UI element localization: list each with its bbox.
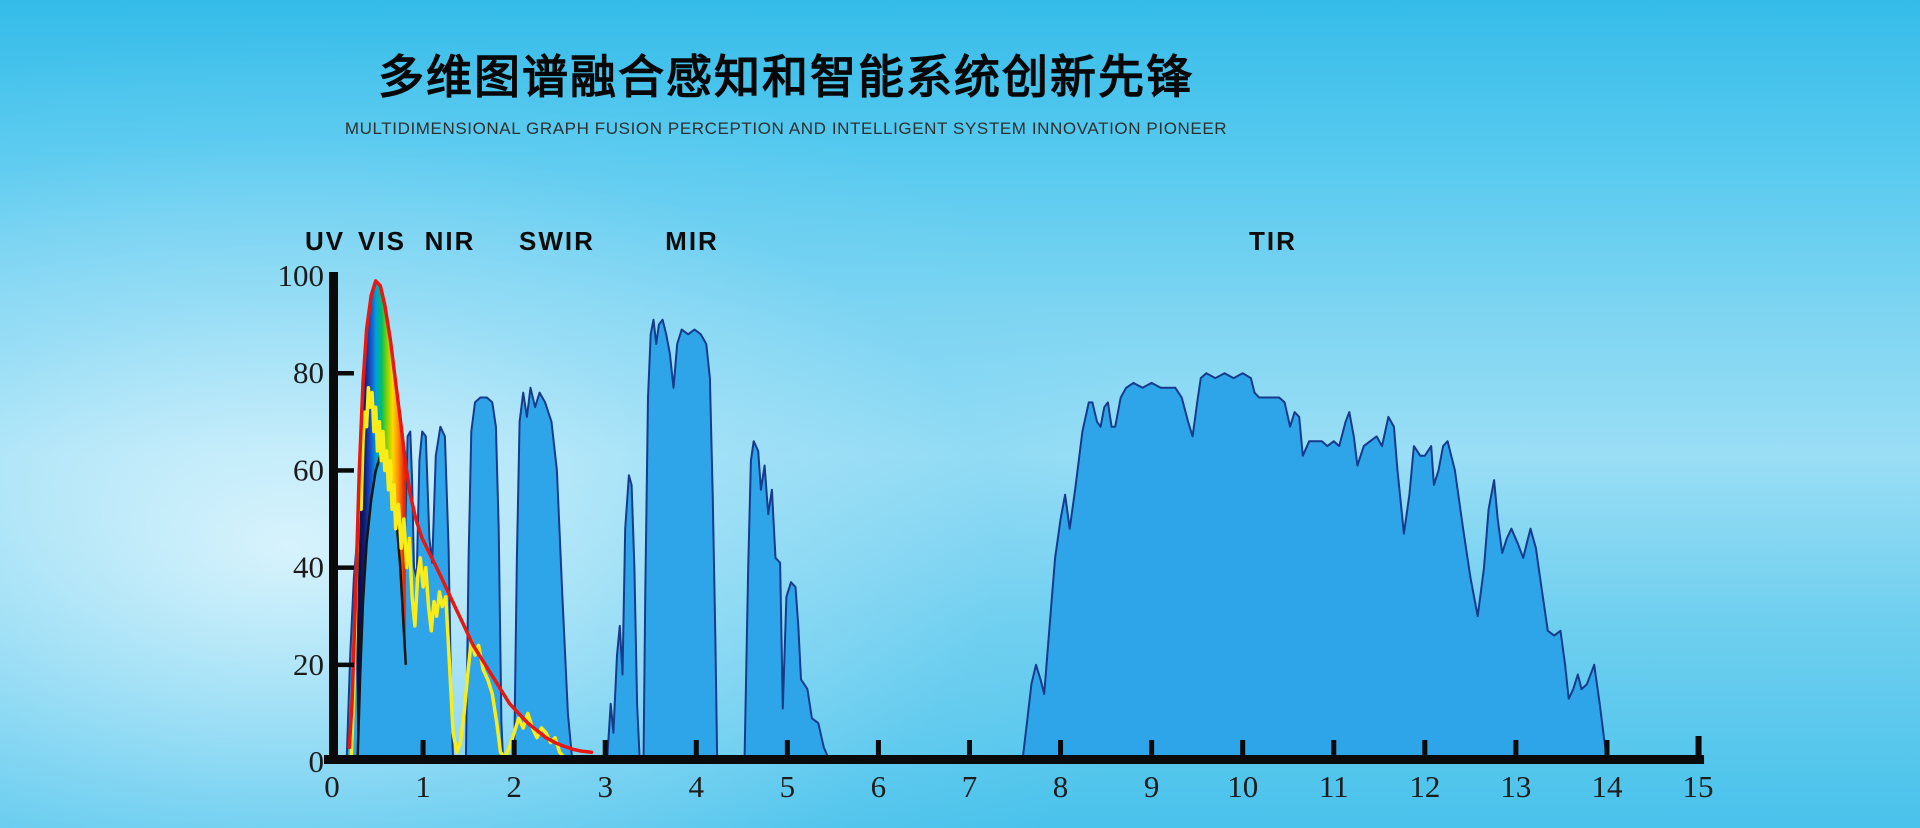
x-tick-label: 12 [1409,769,1440,804]
y-tick [338,662,354,668]
x-tick [1149,740,1155,756]
x-tick-label: 7 [962,769,978,804]
x-tick-label: 1 [415,769,431,804]
band-label-tir: TIR [1249,226,1297,256]
x-tick [1422,740,1428,756]
y-tick-label: 20 [293,647,324,682]
x-tick-label: 10 [1227,769,1258,804]
band-label-swir: SWIR [519,226,595,256]
x-tick-label: 8 [1053,769,1069,804]
y-tick-label: 0 [309,744,325,779]
band-label-uv: UV [304,226,346,256]
x-tick-label: 2 [506,769,522,804]
x-tick-label: 3 [597,769,613,804]
x-tick [693,740,699,756]
x-tick-label: 11 [1319,769,1349,804]
x-tick [875,740,881,756]
x-tick-label: 13 [1500,769,1531,804]
x-tick [1331,740,1337,756]
x-tick-label: 4 [689,769,705,804]
x-tick [420,740,426,756]
band-label-mir: MIR [665,226,719,256]
x-tick [1513,740,1519,756]
band-label-vis: VIS [358,226,406,256]
x-tick-label: 5 [780,769,796,804]
y-tick [338,565,354,570]
x-tick [1695,736,1702,756]
band-label-nir: NIR [424,226,476,256]
x-tick-label: 14 [1591,769,1623,804]
y-tick-label: 40 [293,550,324,585]
y-tick-label: 80 [293,355,324,390]
x-tick-label: 9 [1144,769,1160,804]
x-tick-label: 15 [1683,769,1714,804]
x-tick-label: 6 [871,769,887,804]
y-axis [329,272,338,764]
y-tick-label: 100 [278,258,325,293]
x-tick [1058,740,1064,756]
y-tick [338,468,354,473]
page-header: 多维图谱融合感知和智能系统创新先锋 MULTIDIMENSIONAL GRAPH… [0,50,1572,139]
page-title: 多维图谱融合感知和智能系统创新先锋 [378,51,1194,103]
x-tick [1240,740,1246,756]
y-tick [338,371,354,376]
x-tick [1604,740,1610,756]
transmission-area [345,318,1608,763]
x-tick [966,740,972,756]
x-axis [324,755,1705,764]
x-tick [784,740,790,756]
x-tick-label: 0 [324,769,340,804]
x-tick [602,740,608,756]
y-tick-label: 60 [293,452,324,487]
blackbody-red-curve [347,279,594,755]
page-subtitle: MULTIDIMENSIONAL GRAPH FUSION PERCEPTION… [344,119,1228,139]
x-tick [511,740,517,756]
